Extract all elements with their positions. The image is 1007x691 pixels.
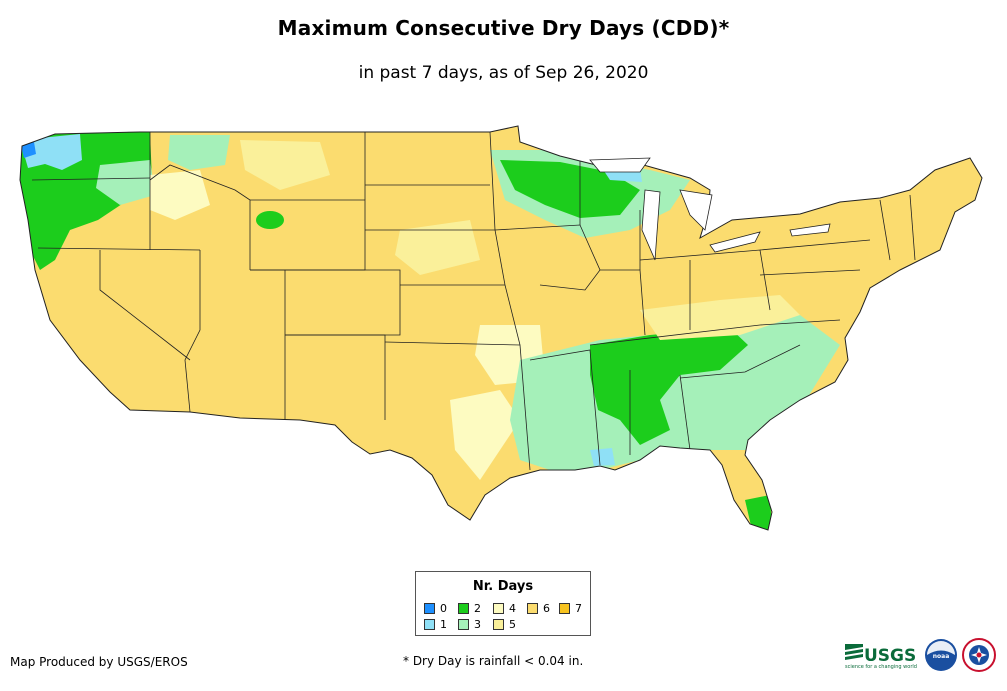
legend-item-2: 2 [458,603,481,615]
legend-item-1: 1 [424,619,447,631]
legend-swatch-1 [424,619,435,630]
legend-item-7: 7 [559,603,582,615]
zone-montana-5 [240,140,330,190]
zone-idaho-3 [168,135,230,170]
zone-upper-midwest-2 [500,160,640,218]
us-dry-days-map [19,125,983,531]
legend-item-6: 6 [527,603,550,615]
usgs-tagline: science for a changing world [845,664,917,670]
legend-swatch-4 [493,603,504,614]
zone-wyoming-2 [256,211,284,229]
legend-swatch-3 [458,619,469,630]
legend-swatch-6 [527,603,538,614]
usgs-logo-text: USGS [864,646,916,666]
great-lakes [589,157,831,261]
map-title: Maximum Consecutive Dry Days (CDD)* [277,16,730,40]
nws-logo [962,638,996,672]
zone-wa-coast-1 [20,134,82,170]
zone-gulf-coast-1 [590,448,615,466]
noaa-logo: noaa [925,639,957,671]
zone-south-florida-2 [745,495,772,530]
zone-wa-coast-0 [20,142,36,158]
zone-ohio-valley-5 [640,295,800,340]
legend-item-0: 0 [424,603,447,615]
zone-texas-4 [450,390,520,480]
noaa-logo-text: noaa [933,653,950,660]
dry-day-footnote: * Dry Day is rainfall < 0.04 in. [403,654,584,668]
map-credit: Map Produced by USGS/EROS [10,655,188,669]
zone-southeast-2 [590,328,748,445]
legend-item-4: 4 [493,603,516,615]
zone-idaho-4 [150,170,210,220]
legend-swatch-2 [458,603,469,614]
legend-item-3: 3 [458,619,481,631]
map-subtitle: in past 7 days, as of Sep 26, 2020 [358,63,649,83]
legend-title: Nr. Days [472,579,534,594]
state-boundaries [31,131,916,471]
legend: Nr. Days 0 1 2 3 4 5 6 7 [415,571,591,636]
legend-swatch-7 [559,603,570,614]
zone-plains-5 [395,220,480,275]
usgs-logo: USGS science for a changing world [845,644,917,670]
legend-swatch-0 [424,603,435,614]
legend-swatch-5 [493,619,504,630]
legend-item-5: 5 [493,619,516,631]
zone-oregon-3 [96,160,155,205]
